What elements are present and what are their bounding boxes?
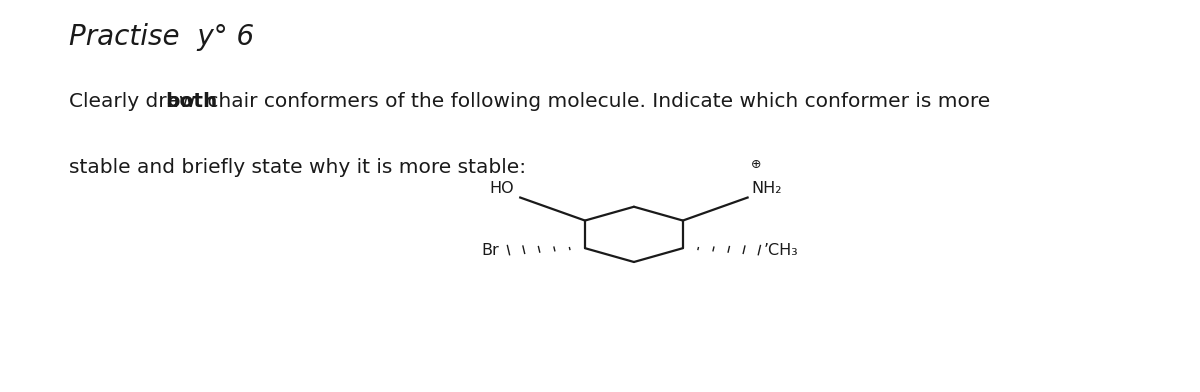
Text: Br: Br: [481, 243, 499, 258]
Text: HO: HO: [490, 181, 515, 196]
Text: stable and briefly state why it is more stable:: stable and briefly state why it is more …: [68, 158, 526, 177]
Text: chair conformers of the following molecule. Indicate which conformer is more: chair conformers of the following molecu…: [200, 93, 990, 111]
Text: Clearly draw: Clearly draw: [68, 93, 202, 111]
Text: both: both: [166, 93, 218, 111]
Text: NH₂: NH₂: [751, 181, 781, 196]
Text: ’CH₃: ’CH₃: [764, 243, 799, 258]
Text: Practise  y° 6: Practise y° 6: [68, 24, 254, 51]
Text: ⊕: ⊕: [751, 158, 762, 171]
